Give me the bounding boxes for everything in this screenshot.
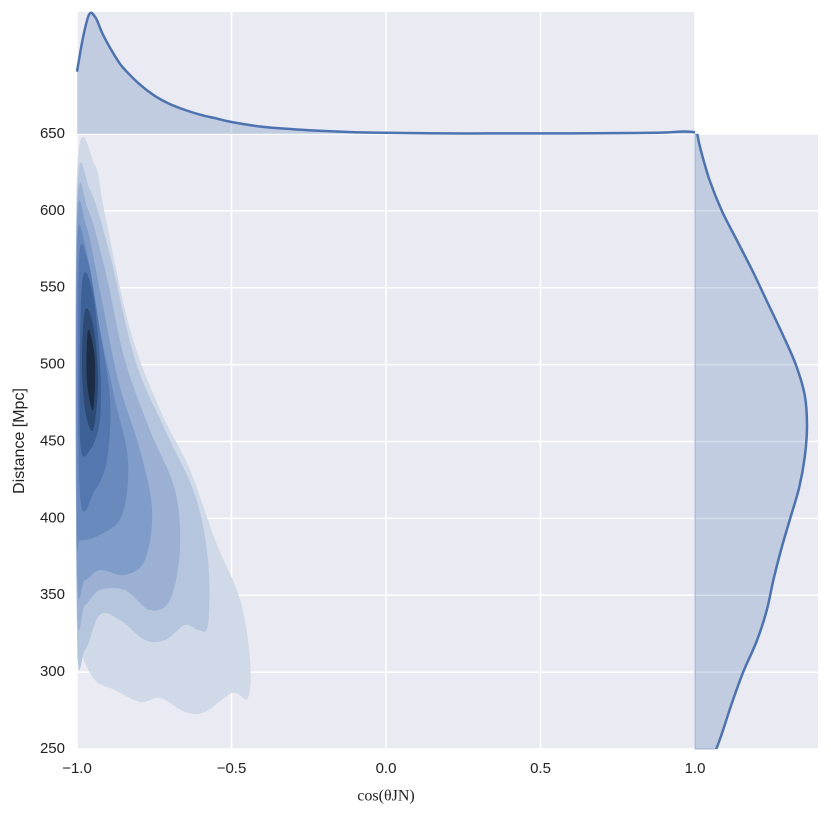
- y-axis-label: Distance [Mpc]: [11, 388, 28, 494]
- x-tick-label: 0.5: [530, 760, 551, 777]
- y-tick-label: 250: [40, 740, 65, 757]
- y-tick-label: 300: [40, 663, 65, 680]
- marginal-line: [696, 133, 809, 750]
- x-tick-label: −0.5: [217, 760, 247, 777]
- x-tick-label: 0.0: [376, 760, 397, 777]
- y-tick-label: 400: [40, 509, 65, 526]
- labels: −1.0 −0.5 0.0 0.5 1.0 250 300 350 400 450 500 550 60…: [40, 125, 705, 777]
- y-tick-label: 450: [40, 432, 65, 449]
- y-tick-label: 650: [40, 125, 65, 142]
- y-tick-label: 550: [40, 279, 65, 296]
- marginal-line: [75, 11, 696, 135]
- marginal-fill: [77, 12, 695, 134]
- x-axis-label: cos(θJN): [357, 788, 414, 805]
- x-tick-label: −1.0: [62, 760, 92, 777]
- x-tick-label: 1.0: [685, 760, 706, 777]
- marks: [75, 11, 809, 750]
- y-tick-label: 500: [40, 356, 65, 373]
- y-tick-label: 600: [40, 202, 65, 219]
- density-contour: [86, 329, 96, 411]
- y-tick-label: 350: [40, 586, 65, 603]
